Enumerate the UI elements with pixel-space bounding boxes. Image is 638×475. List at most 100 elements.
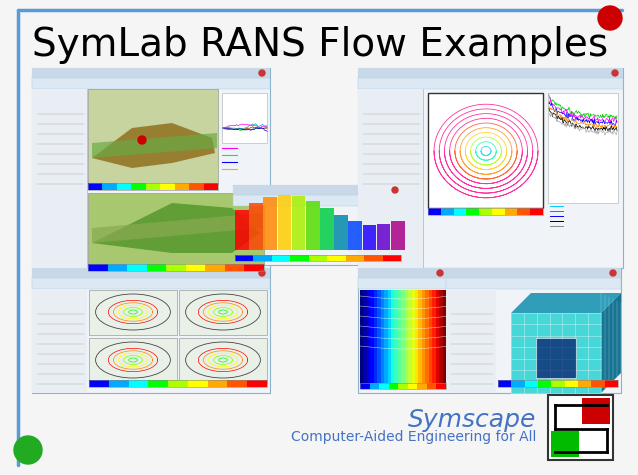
Bar xyxy=(233,185,403,265)
Bar xyxy=(360,290,364,385)
Bar xyxy=(398,383,408,389)
Bar xyxy=(379,383,389,389)
Circle shape xyxy=(14,436,42,464)
Polygon shape xyxy=(92,213,262,243)
Bar xyxy=(358,68,623,78)
Circle shape xyxy=(612,70,618,76)
Bar xyxy=(394,290,398,385)
Bar xyxy=(360,383,446,389)
Bar xyxy=(89,380,108,387)
Bar xyxy=(498,380,511,387)
Bar xyxy=(186,264,205,271)
Bar xyxy=(524,380,538,387)
Polygon shape xyxy=(92,133,217,158)
Bar xyxy=(131,183,145,190)
Bar xyxy=(249,203,263,250)
Bar xyxy=(32,68,270,268)
Bar xyxy=(446,268,621,278)
Bar xyxy=(358,68,623,268)
Bar xyxy=(384,290,387,385)
Polygon shape xyxy=(92,203,260,253)
Bar xyxy=(292,196,306,250)
Bar xyxy=(320,208,334,250)
Bar xyxy=(32,278,270,289)
Bar xyxy=(401,290,404,385)
Bar xyxy=(591,380,605,387)
Bar xyxy=(391,220,404,250)
Bar xyxy=(247,380,267,387)
Bar xyxy=(358,89,423,268)
Bar xyxy=(439,290,443,385)
Bar xyxy=(244,264,264,271)
Bar xyxy=(346,255,364,261)
Text: Computer-Aided Engineering for All: Computer-Aided Engineering for All xyxy=(291,430,536,444)
Bar xyxy=(605,380,618,387)
Bar xyxy=(225,264,244,271)
Bar xyxy=(108,264,127,271)
Bar xyxy=(87,89,88,268)
Bar xyxy=(88,89,218,184)
Bar xyxy=(454,208,466,215)
Bar xyxy=(389,383,398,389)
Bar xyxy=(436,383,446,389)
Bar xyxy=(188,380,207,387)
Bar xyxy=(427,383,436,389)
Bar xyxy=(383,255,401,261)
Polygon shape xyxy=(92,123,215,168)
Bar xyxy=(391,290,394,385)
Bar xyxy=(32,78,270,89)
Circle shape xyxy=(598,6,622,30)
Bar xyxy=(498,380,618,387)
Polygon shape xyxy=(511,313,601,393)
Bar xyxy=(189,183,204,190)
Bar xyxy=(436,290,439,385)
Bar xyxy=(369,383,379,389)
Bar xyxy=(429,290,432,385)
Bar xyxy=(334,215,348,250)
Bar xyxy=(412,290,415,385)
Circle shape xyxy=(437,270,443,276)
Bar xyxy=(89,338,177,383)
Bar xyxy=(88,183,218,190)
Bar xyxy=(408,290,412,385)
Bar xyxy=(358,78,623,89)
Bar xyxy=(233,195,403,206)
Bar xyxy=(88,264,108,271)
Bar xyxy=(548,395,613,460)
Bar xyxy=(565,380,578,387)
Bar xyxy=(204,183,218,190)
Bar xyxy=(32,289,87,393)
Bar xyxy=(128,380,148,387)
Bar xyxy=(551,431,579,457)
Bar xyxy=(147,264,167,271)
Bar xyxy=(419,290,422,385)
Bar xyxy=(222,93,267,143)
Bar xyxy=(358,278,448,289)
Bar xyxy=(426,290,429,385)
Bar xyxy=(428,208,441,215)
Bar xyxy=(89,290,177,335)
Bar xyxy=(360,383,369,389)
Bar xyxy=(432,290,436,385)
Circle shape xyxy=(138,136,146,144)
Bar xyxy=(179,338,267,383)
Polygon shape xyxy=(601,293,621,393)
Bar xyxy=(517,208,530,215)
Bar xyxy=(441,208,454,215)
Bar xyxy=(548,93,618,203)
Bar xyxy=(367,290,370,385)
Bar xyxy=(428,208,543,215)
Bar xyxy=(358,268,448,393)
Bar xyxy=(168,380,188,387)
Bar xyxy=(263,198,277,250)
Bar xyxy=(88,264,264,271)
Bar xyxy=(466,208,479,215)
Bar xyxy=(205,264,225,271)
Bar xyxy=(272,255,290,261)
Bar xyxy=(538,380,551,387)
Bar xyxy=(423,89,424,268)
Bar xyxy=(88,183,103,190)
Bar xyxy=(376,224,390,250)
Bar xyxy=(32,89,87,268)
Bar xyxy=(415,290,419,385)
